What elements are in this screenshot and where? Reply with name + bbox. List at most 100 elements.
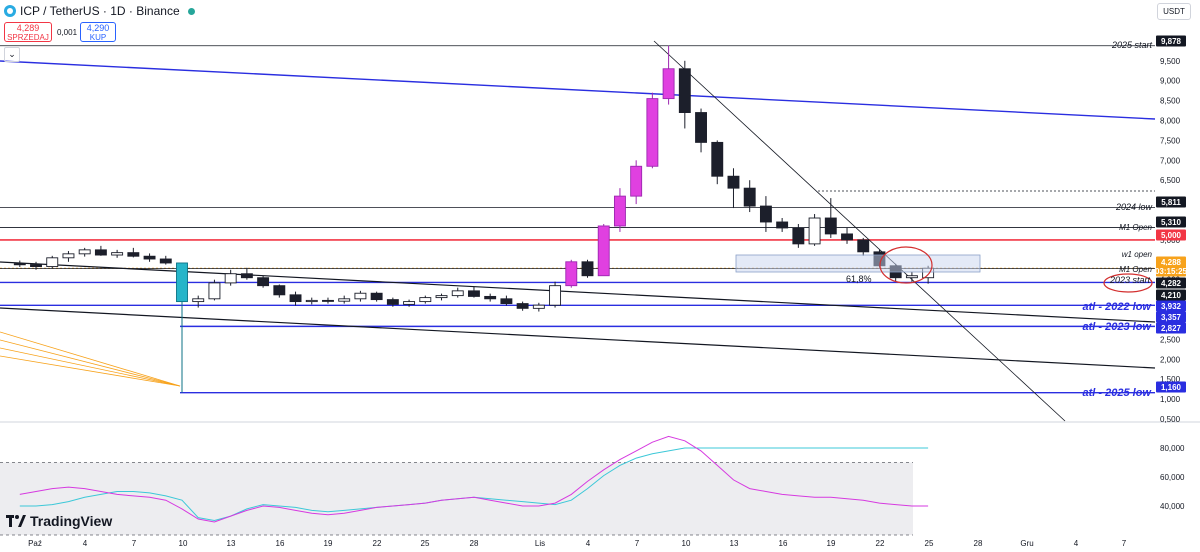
x-tick-label: 10 [179, 539, 188, 548]
x-tick-label: 28 [974, 539, 983, 548]
price-tag-10: 2,827 [1161, 324, 1182, 333]
candle-body [370, 292, 383, 301]
level-label-6: 2023 start [1109, 275, 1151, 285]
candle-body [678, 68, 691, 113]
candle-body [192, 298, 205, 303]
candle-body [727, 175, 740, 189]
buy-button[interactable]: 4,290 KUP [80, 22, 116, 42]
price-tag-bg-9 [1156, 311, 1186, 323]
x-tick-label: 16 [779, 539, 788, 548]
x-tick-label: 4 [83, 539, 88, 548]
x-tick-label: Lis [535, 539, 545, 548]
price-tag-2: 5,310 [1161, 218, 1182, 227]
sell-label: SPRZEDAJ [7, 33, 49, 42]
indicator-y-tick: 40,000 [1160, 502, 1185, 511]
candle-body [759, 205, 772, 223]
candle-body [273, 285, 286, 296]
x-tick-label: Paź [28, 539, 42, 548]
candle-body [435, 295, 448, 299]
level-label-5: M1 Open [1119, 265, 1152, 274]
candle-body [240, 273, 253, 279]
candle-body [711, 141, 724, 177]
sell-price: 4,289 [16, 23, 40, 33]
chevron-down-icon[interactable]: ⌄ [4, 47, 20, 62]
x-tick-label: Gru [1020, 539, 1033, 548]
candle-body [646, 98, 659, 167]
price-tag-bg-1 [1156, 196, 1186, 208]
price-tag-5: 03:15:25 [1155, 267, 1188, 276]
x-tick-label: 22 [373, 539, 382, 548]
x-tick-label: 13 [227, 539, 236, 548]
blue-trendline [0, 60, 1156, 120]
symbol-title[interactable]: ICP / TetherUS · 1D · Binance [20, 4, 180, 18]
black-trendline-lower [0, 307, 1156, 369]
y-tick-label: 8,500 [1160, 97, 1181, 106]
black-trendline-upper [0, 261, 1156, 323]
x-tick-label: 25 [421, 539, 430, 548]
x-tick-label: 16 [276, 539, 285, 548]
x-tick-label: 7 [1122, 539, 1127, 548]
sell-button[interactable]: 4,289 SPRZEDAJ [4, 22, 52, 42]
price-tag-bg-5 [1156, 265, 1186, 277]
candle-body [338, 298, 351, 302]
candle-body [62, 253, 75, 259]
y-tick-label: 9,000 [1160, 77, 1181, 86]
candle-body [484, 295, 497, 300]
y-tick-label: 1,500 [1160, 375, 1181, 384]
candle-body [613, 195, 626, 227]
y-tick-label: 1,000 [1160, 395, 1181, 404]
candle-body [46, 257, 59, 268]
candle-body [176, 262, 188, 303]
candle-body [451, 290, 464, 297]
buy-label: KUP [89, 33, 107, 42]
level-label-11: atl - 2025 low [1083, 387, 1153, 399]
candle-body [257, 277, 270, 287]
price-tag-bg-10 [1156, 322, 1186, 334]
candle-body [78, 249, 91, 255]
level-label-3: M1 Open [1119, 223, 1152, 232]
fib-fan-line-3 [0, 355, 181, 387]
price-tag-bg-0 [1156, 35, 1186, 47]
currency-selector[interactable]: USDT [1157, 3, 1191, 20]
candle-body [403, 301, 416, 305]
tradingview-logo-text: TradingView [30, 513, 113, 529]
diagonal-downtrend-line [653, 40, 1066, 422]
symbol-header: ICP / TetherUS · 1D · Binance [4, 3, 195, 19]
candle-body [13, 263, 26, 266]
price-tag-11: 1,160 [1161, 383, 1182, 392]
candle-body [695, 112, 707, 143]
candle-body [30, 264, 42, 268]
candle-body [841, 233, 853, 241]
candle-body [776, 221, 789, 229]
x-tick-label: 4 [1074, 539, 1079, 548]
candle-body [857, 239, 870, 253]
price-tag-bg-6 [1156, 277, 1186, 289]
candle-body [516, 303, 529, 309]
y-tick-label: 9,500 [1160, 57, 1181, 66]
price-tag-1: 5,811 [1161, 198, 1181, 207]
fib-618-label: 61,8% [846, 274, 872, 284]
candle-body [322, 299, 334, 302]
candle-body [792, 227, 805, 245]
y-tick-label: 7,000 [1160, 156, 1181, 165]
candle-body [662, 68, 675, 100]
candle-body [468, 290, 480, 297]
candle-body [289, 294, 302, 303]
candle-body [565, 261, 578, 287]
candle-body [597, 225, 610, 277]
price-tag-8: 3,932 [1161, 302, 1182, 311]
highlight-ellipse [879, 246, 933, 284]
fib-fan-line-2 [0, 347, 181, 387]
level-label-4: w1 open [1122, 250, 1153, 259]
price-tag-0: 9,878 [1161, 37, 1182, 46]
tradingview-logo[interactable]: TradingView [6, 513, 112, 529]
candle-body [532, 304, 545, 309]
y-tick-label: 2,000 [1160, 355, 1181, 364]
candle-body [354, 292, 367, 300]
candle-body [419, 297, 432, 303]
x-tick-label: 22 [876, 539, 885, 548]
price-tag-bg-8 [1156, 300, 1186, 312]
price-tag-4: 4,288 [1161, 258, 1182, 267]
price-tag-bg-7 [1156, 289, 1186, 301]
